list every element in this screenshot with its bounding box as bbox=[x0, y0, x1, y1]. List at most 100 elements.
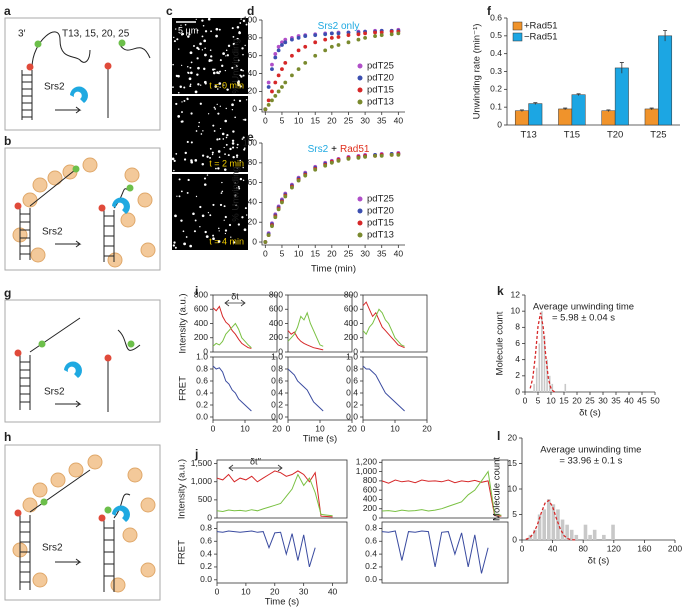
y-tick-label: 800 bbox=[344, 289, 358, 299]
spot bbox=[244, 207, 247, 210]
spot bbox=[179, 85, 182, 88]
y-tick-label: 0.6 bbox=[271, 375, 283, 385]
data-point bbox=[329, 31, 334, 36]
y-tick-label: 400 bbox=[269, 318, 283, 328]
y-tick-label: 1,000 bbox=[191, 476, 213, 486]
spot bbox=[227, 154, 230, 157]
spot bbox=[209, 49, 212, 51]
time-label: t = 4 min bbox=[209, 236, 244, 246]
y-tick-label: 0 bbox=[512, 534, 517, 544]
dye-red bbox=[98, 514, 106, 522]
spot bbox=[190, 61, 193, 64]
y-tick-label: 0 bbox=[353, 346, 358, 356]
y-tick-label: 0.4 bbox=[196, 387, 208, 397]
y-tick-label: 0 bbox=[372, 512, 377, 522]
data-point bbox=[346, 156, 351, 161]
spot bbox=[176, 195, 178, 197]
spot bbox=[196, 29, 199, 32]
y-tick-label: 1.0 bbox=[196, 351, 208, 361]
legend-marker bbox=[357, 220, 363, 226]
spot bbox=[213, 130, 216, 132]
x-tick-label: 50 bbox=[650, 395, 660, 405]
x-tick-label: 80 bbox=[578, 543, 588, 553]
spot bbox=[218, 28, 221, 31]
dye-green bbox=[40, 498, 48, 506]
srs2 bbox=[70, 86, 88, 103]
spot bbox=[196, 73, 199, 76]
y-tick-label: 0.2 bbox=[365, 561, 377, 571]
spot bbox=[187, 35, 190, 38]
spot bbox=[237, 185, 240, 188]
data-point bbox=[363, 31, 367, 36]
spot bbox=[215, 27, 219, 31]
histogram-bar bbox=[542, 509, 546, 540]
spot bbox=[201, 35, 204, 38]
y-tick-label: 100 bbox=[243, 14, 257, 24]
spot bbox=[194, 90, 198, 94]
legend-marker bbox=[357, 63, 363, 69]
spot bbox=[201, 162, 205, 166]
spot bbox=[199, 226, 201, 228]
fit-curve bbox=[529, 312, 557, 393]
spot bbox=[228, 223, 232, 227]
dye-green bbox=[127, 340, 135, 348]
x-tick-label: 15 bbox=[559, 395, 569, 405]
spot bbox=[232, 155, 235, 159]
y-tick-label: 0.4 bbox=[271, 387, 283, 397]
spot bbox=[212, 203, 215, 206]
x-tick-label: 10 bbox=[315, 423, 325, 433]
spot bbox=[239, 22, 242, 24]
spot bbox=[224, 153, 226, 155]
spot bbox=[230, 236, 232, 238]
label: Srs2 bbox=[42, 227, 63, 238]
x-tick-label: T25 bbox=[650, 130, 666, 141]
arrow bbox=[55, 106, 82, 114]
histogram-bar bbox=[543, 335, 546, 392]
histogram-bar bbox=[546, 499, 551, 540]
data-point bbox=[329, 44, 334, 49]
y-tick-label: 0.6 bbox=[490, 12, 502, 22]
x-tick-label: 0 bbox=[215, 586, 220, 596]
dna-products bbox=[107, 44, 151, 118]
histogram-bar bbox=[535, 367, 538, 392]
spot bbox=[237, 80, 240, 83]
y-axis-label: Unwinding rate (min⁻¹) bbox=[472, 24, 483, 120]
x-tick-label: 30 bbox=[598, 395, 608, 405]
label: 3′ bbox=[18, 29, 26, 40]
spot bbox=[221, 181, 223, 184]
data-point bbox=[266, 102, 271, 107]
spot bbox=[226, 133, 229, 137]
data-point bbox=[336, 158, 341, 163]
data-point bbox=[323, 37, 328, 42]
data-point bbox=[270, 224, 274, 229]
y-tick-label: 600 bbox=[194, 304, 208, 314]
y-axis-label: FRET bbox=[177, 540, 188, 565]
trace bbox=[287, 330, 324, 351]
error-bar bbox=[606, 109, 611, 112]
y-tick-label: 10 bbox=[511, 305, 521, 315]
spot bbox=[204, 230, 207, 234]
spot bbox=[207, 113, 210, 115]
dye-green bbox=[118, 39, 126, 47]
data-point bbox=[273, 52, 278, 56]
data-point bbox=[389, 29, 394, 34]
data-point bbox=[263, 107, 268, 112]
data-point bbox=[273, 215, 278, 220]
arrow bbox=[55, 558, 82, 566]
x-tick-label: 0 bbox=[361, 423, 366, 433]
histogram-bar bbox=[602, 534, 606, 540]
y-tick-label: 0.0 bbox=[196, 411, 208, 421]
spot bbox=[242, 119, 245, 121]
panel-frame bbox=[4, 17, 161, 131]
x-tick-label: 5 bbox=[536, 395, 541, 405]
x-tick-label: 0 bbox=[263, 248, 268, 258]
srs2 bbox=[112, 505, 130, 522]
spot bbox=[202, 24, 205, 27]
spot bbox=[187, 71, 189, 74]
x-tick-label: 40 bbox=[624, 395, 634, 405]
y-tick-label: 400 bbox=[344, 318, 358, 328]
data-point bbox=[273, 94, 278, 98]
x-tick-label: T13 bbox=[520, 130, 536, 141]
y-tick-label: 0 bbox=[252, 236, 257, 246]
x-tick-label: 25 bbox=[344, 248, 354, 258]
